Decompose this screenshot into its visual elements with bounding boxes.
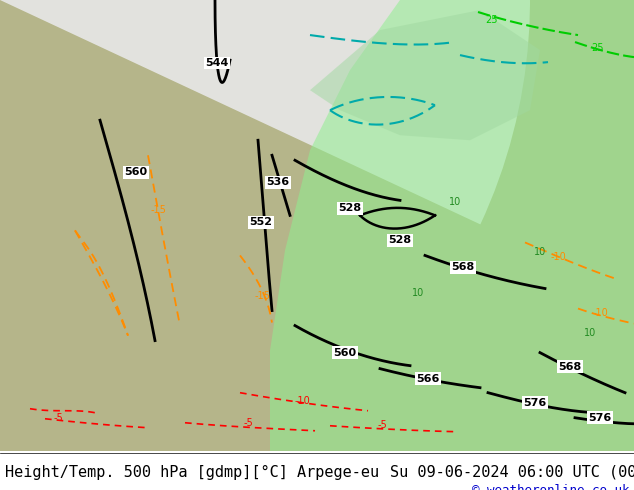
- Text: 528: 528: [389, 235, 411, 245]
- Text: -10: -10: [294, 396, 310, 406]
- Text: 566: 566: [417, 374, 440, 384]
- Text: 560: 560: [124, 167, 148, 177]
- Wedge shape: [0, 0, 530, 224]
- Text: 10: 10: [449, 197, 461, 207]
- Text: Height/Temp. 500 hPa [gdmp][°C] Arpege-eu: Height/Temp. 500 hPa [gdmp][°C] Arpege-e…: [5, 465, 379, 480]
- Text: 10: 10: [534, 247, 546, 257]
- Text: -15: -15: [150, 205, 166, 216]
- Text: 552: 552: [250, 218, 273, 227]
- Text: 10: 10: [584, 328, 596, 338]
- Polygon shape: [310, 10, 540, 140]
- Text: Su 09-06-2024 06:00 UTC (00+102): Su 09-06-2024 06:00 UTC (00+102): [390, 465, 634, 480]
- Text: -15: -15: [254, 291, 270, 300]
- Text: 536: 536: [266, 177, 290, 187]
- Text: 25: 25: [486, 15, 498, 25]
- Text: -5: -5: [377, 420, 387, 430]
- Text: -10: -10: [592, 308, 608, 318]
- Text: 568: 568: [451, 263, 475, 272]
- Text: 576: 576: [588, 413, 612, 423]
- Text: -5: -5: [53, 413, 63, 423]
- Polygon shape: [270, 0, 634, 451]
- Text: 528: 528: [339, 203, 361, 213]
- Text: 25: 25: [591, 43, 603, 53]
- Text: 544: 544: [205, 58, 229, 68]
- Text: -10: -10: [550, 252, 566, 263]
- Text: 10: 10: [412, 288, 424, 297]
- Text: 560: 560: [333, 347, 356, 358]
- Text: 576: 576: [524, 398, 547, 408]
- Text: -5: -5: [243, 418, 253, 428]
- Text: 568: 568: [559, 362, 581, 371]
- Text: © weatheronline.co.uk: © weatheronline.co.uk: [472, 484, 629, 490]
